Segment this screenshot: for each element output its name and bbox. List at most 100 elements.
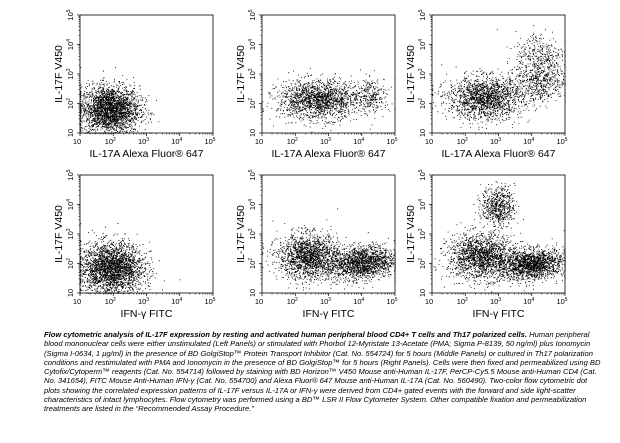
population-negative: [432, 52, 552, 130]
y-tick-label: 102: [66, 258, 75, 269]
x-tick-label: 104: [171, 137, 182, 146]
y-tick-label: 10: [418, 289, 427, 297]
x-axis-title: IL-17A Alexa Fluor® 647: [442, 148, 556, 160]
y-tick-label: 104: [418, 39, 427, 50]
population-IL-17A+: [345, 69, 396, 126]
y-tick-label: 102: [248, 258, 257, 269]
y-tick-label: 10: [66, 289, 75, 297]
x-axis-title: IFN-γ FITC: [303, 308, 355, 320]
y-axis-title: IL-17F V450: [53, 205, 65, 263]
y-tick-label: 103: [248, 68, 257, 79]
y-tick-label: 103: [66, 68, 75, 79]
y-tick-label: 103: [66, 228, 75, 239]
plot-frame: [431, 14, 566, 134]
caption-body: Human peripheral blood mononuclear cells…: [44, 330, 601, 414]
x-tick-label: 103: [490, 137, 501, 146]
x-tick-label: 10: [425, 137, 433, 146]
population-IFN-gamma+: [305, 232, 396, 290]
y-tick-label: 105: [418, 169, 427, 180]
plot-frame: [79, 14, 214, 134]
y-tick-label: 105: [418, 9, 427, 20]
x-tick-label: 102: [105, 297, 116, 306]
x-tick-label: 105: [386, 137, 397, 146]
event-dots: [80, 223, 181, 294]
x-tick-label: 10: [255, 137, 263, 146]
x-tick-label: 104: [353, 137, 364, 146]
x-tick-label: 102: [457, 297, 468, 306]
y-tick-label: 105: [66, 169, 75, 180]
y-tick-label: 102: [248, 98, 257, 109]
x-tick-label: 105: [556, 137, 567, 146]
population-negative: [262, 68, 396, 133]
population-IL-17A+: [502, 50, 566, 111]
x-tick-label: 103: [138, 137, 149, 146]
y-tick-label: 10: [418, 129, 427, 137]
x-tick-label: 102: [105, 137, 116, 146]
event-dots: [502, 50, 566, 111]
y-axis-title: IL-17F V450: [235, 205, 247, 263]
x-tick-label: 10: [255, 297, 263, 306]
figure-caption: Flow cytometric analysis of IL-17F expre…: [44, 330, 604, 414]
y-tick-label: 104: [248, 39, 257, 50]
event-dots: [432, 52, 552, 130]
x-tick-label: 103: [490, 297, 501, 306]
y-tick-label: 104: [66, 39, 75, 50]
x-tick-label: 102: [287, 297, 298, 306]
x-tick-label: 105: [556, 297, 567, 306]
y-tick-label: 102: [418, 258, 427, 269]
y-axis-title: IL-17F V450: [405, 205, 417, 263]
y-tick-label: 10: [66, 129, 75, 137]
y-tick-label: 105: [66, 9, 75, 20]
x-tick-label: 103: [320, 137, 331, 146]
x-axis-title: IFN-γ FITC: [473, 308, 525, 320]
x-axis-title: IL-17A Alexa Fluor® 647: [272, 148, 386, 160]
x-tick-label: 10: [425, 297, 433, 306]
plot-frame: [79, 174, 214, 294]
x-tick-label: 10: [73, 297, 81, 306]
x-tick-label: 104: [353, 297, 364, 306]
population-negative: [80, 67, 160, 134]
y-tick-label: 103: [418, 68, 427, 79]
y-tick-label: 103: [418, 228, 427, 239]
event-dots: [345, 69, 396, 126]
x-tick-label: 103: [320, 297, 331, 306]
x-tick-label: 104: [171, 297, 182, 306]
event-dots: [305, 232, 396, 290]
caption-title: Flow cytometric analysis of IL-17F expre…: [44, 330, 527, 339]
y-tick-label: 105: [248, 169, 257, 180]
y-tick-label: 10: [248, 129, 257, 137]
population-IL-17F+: [473, 181, 524, 232]
x-tick-label: 10: [73, 137, 81, 146]
x-tick-label: 105: [386, 297, 397, 306]
event-dots: [473, 181, 524, 232]
population-negative: [262, 208, 364, 291]
x-tick-label: 102: [457, 137, 468, 146]
plot-frame: [261, 14, 396, 134]
x-axis-title: IFN-γ FITC: [121, 308, 173, 320]
y-axis-title: IL-17F V450: [235, 45, 247, 103]
event-dots: [262, 68, 396, 133]
population-negative: [80, 223, 181, 294]
x-tick-label: 104: [523, 297, 534, 306]
event-dots: [262, 208, 364, 291]
x-tick-label: 103: [138, 297, 149, 306]
y-axis-title: IL-17F V450: [405, 45, 417, 103]
y-tick-label: 102: [66, 98, 75, 109]
y-tick-label: 104: [248, 199, 257, 210]
y-tick-label: 103: [248, 228, 257, 239]
y-tick-label: 10: [248, 289, 257, 297]
x-tick-label: 102: [287, 137, 298, 146]
y-tick-label: 104: [66, 199, 75, 210]
y-tick-label: 105: [248, 9, 257, 20]
x-tick-label: 105: [204, 137, 215, 146]
event-dots: [80, 67, 160, 134]
x-tick-label: 104: [523, 137, 534, 146]
event-dots: [433, 219, 554, 294]
